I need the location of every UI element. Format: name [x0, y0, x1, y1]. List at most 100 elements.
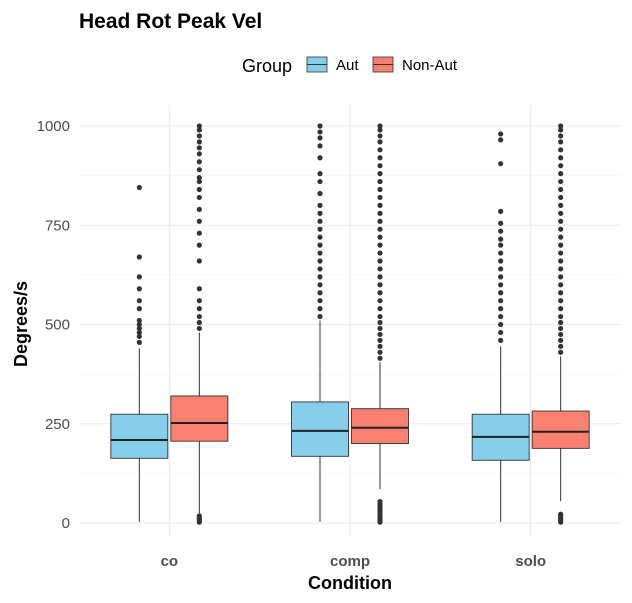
outlier-point — [377, 226, 383, 232]
outlier-point — [377, 306, 383, 312]
outlier-point — [317, 306, 323, 312]
outlier-point — [136, 317, 142, 324]
legend-label-non-aut: Non-Aut — [402, 57, 458, 74]
outlier-point — [558, 194, 564, 201]
outlier-point — [498, 282, 504, 288]
outlier-point — [558, 337, 564, 343]
outlier-point — [498, 274, 504, 280]
outlier-point — [558, 319, 564, 326]
outlier-point — [558, 331, 564, 338]
outlier-point — [558, 123, 564, 129]
outlier-point — [558, 226, 564, 232]
outlier-point — [196, 286, 202, 292]
outlier-point — [196, 167, 202, 173]
outlier-point — [136, 274, 142, 280]
box-iqr — [110, 413, 169, 459]
x-axis-label: Condition — [308, 573, 392, 593]
gridlines — [79, 105, 621, 537]
outlier-point — [196, 139, 202, 145]
outlier-point — [498, 228, 504, 234]
outlier-point — [196, 325, 202, 332]
y-tick-label: 1000 — [37, 118, 70, 135]
outlier-point — [377, 498, 383, 505]
outlier-point — [498, 161, 504, 167]
outlier-point — [317, 274, 323, 280]
outlier-point — [136, 325, 142, 332]
legend-label-aut: Aut — [336, 57, 359, 74]
outlier-point — [558, 210, 564, 216]
box-iqr — [351, 408, 409, 445]
outlier-point — [498, 290, 504, 296]
outlier-point — [317, 282, 323, 288]
outlier-point — [317, 313, 323, 320]
outlier-point — [136, 329, 142, 336]
outlier-point — [317, 155, 323, 161]
outlier-point — [317, 129, 323, 135]
outlier-point — [196, 313, 202, 320]
outlier-point — [377, 210, 383, 216]
outlier-point — [377, 202, 383, 208]
outlier-point — [498, 313, 504, 320]
outlier-point — [558, 147, 564, 153]
outlier-point — [377, 331, 383, 338]
outlier-point — [196, 218, 202, 224]
outlier-point — [196, 133, 202, 139]
outlier-point — [136, 184, 142, 191]
outlier-point — [377, 123, 383, 129]
outlier-point — [558, 163, 564, 169]
outlier-point — [317, 143, 323, 149]
outlier-point — [196, 123, 202, 129]
outlier-point — [498, 298, 504, 304]
outlier-point — [196, 127, 202, 133]
x-tick-label: co — [161, 553, 179, 570]
outlier-point — [377, 178, 383, 185]
outlier-point — [498, 131, 504, 137]
outlier-point — [196, 319, 202, 326]
outlier-point — [498, 321, 504, 328]
outlier-point — [558, 325, 564, 332]
outlier-point — [317, 202, 323, 208]
outlier-point — [196, 513, 202, 519]
outlier-point — [558, 266, 564, 272]
outlier-point — [136, 286, 142, 292]
y-tick-label: 250 — [45, 416, 70, 433]
box-non-aut-co — [170, 123, 229, 525]
outlier-point — [196, 159, 202, 165]
outlier-point — [196, 175, 202, 181]
outlier-point — [136, 321, 142, 328]
outlier-point — [558, 290, 564, 296]
outlier-point — [558, 258, 564, 264]
y-tick-label: 0 — [62, 515, 70, 532]
outlier-point — [196, 178, 202, 185]
outlier-point — [196, 145, 202, 151]
y-axis-label: Degrees/s — [11, 281, 31, 367]
outlier-point — [317, 234, 323, 240]
outlier-point — [498, 258, 504, 264]
outlier-point — [558, 234, 564, 240]
outlier-point — [196, 230, 202, 236]
outlier-point — [317, 242, 323, 248]
outlier-point — [558, 306, 564, 312]
outlier-point — [196, 298, 202, 304]
outlier-point — [377, 343, 383, 349]
outlier-point — [377, 274, 383, 280]
outlier-point — [498, 137, 504, 143]
outlier-point — [558, 250, 564, 256]
outlier-point — [558, 186, 564, 193]
outlier-point — [558, 282, 564, 288]
outlier-point — [317, 135, 323, 141]
outlier-point — [498, 337, 504, 343]
outlier-point — [136, 298, 142, 304]
outlier-point — [196, 258, 202, 264]
outlier-point — [196, 306, 202, 312]
outlier-point — [377, 127, 383, 133]
outlier-point — [498, 242, 504, 248]
outlier-point — [558, 274, 564, 280]
outlier-point — [317, 178, 323, 185]
outlier-point — [377, 290, 383, 296]
outlier-point — [377, 319, 383, 326]
outlier-point — [558, 349, 564, 355]
box-aut-co — [110, 184, 169, 522]
box-aut-solo — [471, 131, 530, 522]
outlier-point — [377, 163, 383, 169]
